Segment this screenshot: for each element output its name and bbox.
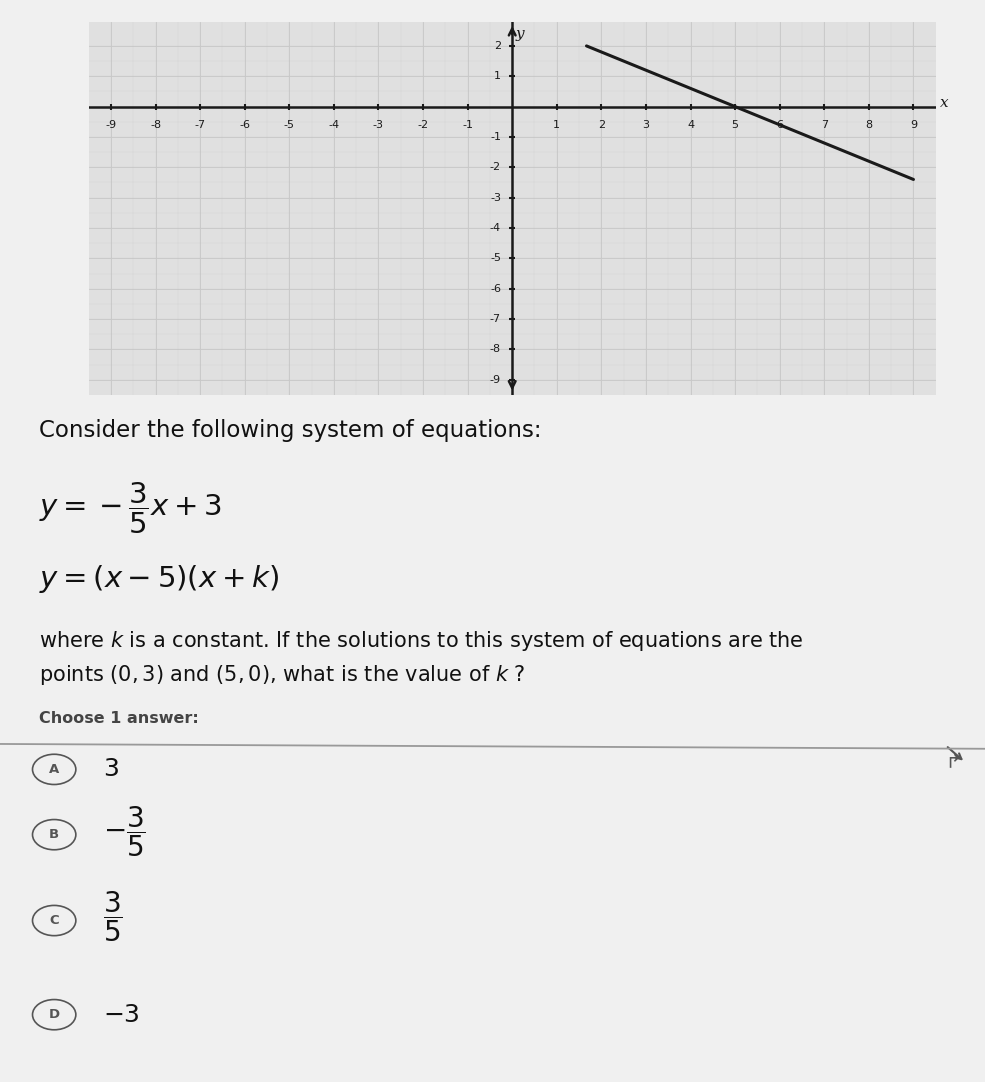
Text: 3: 3 — [642, 120, 649, 130]
Text: -3: -3 — [373, 120, 384, 130]
Text: where $k$ is a constant. If the solutions to this system of equations are the: where $k$ is a constant. If the solution… — [39, 629, 804, 652]
Text: -8: -8 — [150, 120, 162, 130]
Text: -7: -7 — [490, 314, 501, 324]
Text: -5: -5 — [491, 253, 501, 263]
Text: B: B — [49, 828, 59, 841]
Text: -2: -2 — [490, 162, 501, 172]
Text: -6: -6 — [239, 120, 250, 130]
Text: ↲: ↲ — [939, 748, 955, 766]
Text: x: x — [941, 96, 949, 110]
Text: -7: -7 — [195, 120, 206, 130]
Text: -4: -4 — [328, 120, 340, 130]
Text: y: y — [516, 27, 525, 41]
Text: 4: 4 — [687, 120, 694, 130]
Text: 9: 9 — [910, 120, 917, 130]
Text: -1: -1 — [462, 120, 473, 130]
Text: 5: 5 — [732, 120, 739, 130]
Text: C: C — [49, 914, 59, 927]
Text: $\dfrac{3}{5}$: $\dfrac{3}{5}$ — [103, 889, 123, 945]
Text: -2: -2 — [418, 120, 428, 130]
Text: $y = (x - 5)(x + k)$: $y = (x - 5)(x + k)$ — [39, 564, 280, 595]
Text: 7: 7 — [821, 120, 827, 130]
Text: $y = -\dfrac{3}{5}x + 3$: $y = -\dfrac{3}{5}x + 3$ — [39, 480, 223, 536]
Text: -9: -9 — [105, 120, 116, 130]
Text: 6: 6 — [776, 120, 783, 130]
Text: Choose 1 answer:: Choose 1 answer: — [39, 711, 199, 726]
Text: -8: -8 — [490, 344, 501, 355]
Text: $-\dfrac{3}{5}$: $-\dfrac{3}{5}$ — [103, 804, 147, 858]
Text: 2: 2 — [493, 41, 501, 51]
Text: Consider the following system of equations:: Consider the following system of equatio… — [39, 419, 542, 441]
Text: -1: -1 — [491, 132, 501, 142]
Text: 2: 2 — [598, 120, 605, 130]
Text: -5: -5 — [284, 120, 295, 130]
Text: 1: 1 — [554, 120, 560, 130]
Text: 8: 8 — [865, 120, 873, 130]
Text: -6: -6 — [491, 283, 501, 293]
Text: -9: -9 — [490, 374, 501, 385]
Text: 3: 3 — [103, 757, 119, 781]
Text: points $(0, 3)$ and $(5, 0)$, what is the value of $k$ ?: points $(0, 3)$ and $(5, 0)$, what is th… — [39, 663, 526, 687]
Text: $-3$: $-3$ — [103, 1003, 140, 1027]
Text: A: A — [49, 763, 59, 776]
Text: 1: 1 — [494, 71, 501, 81]
Text: -3: -3 — [491, 193, 501, 202]
Text: -4: -4 — [490, 223, 501, 233]
Text: D: D — [48, 1008, 60, 1021]
